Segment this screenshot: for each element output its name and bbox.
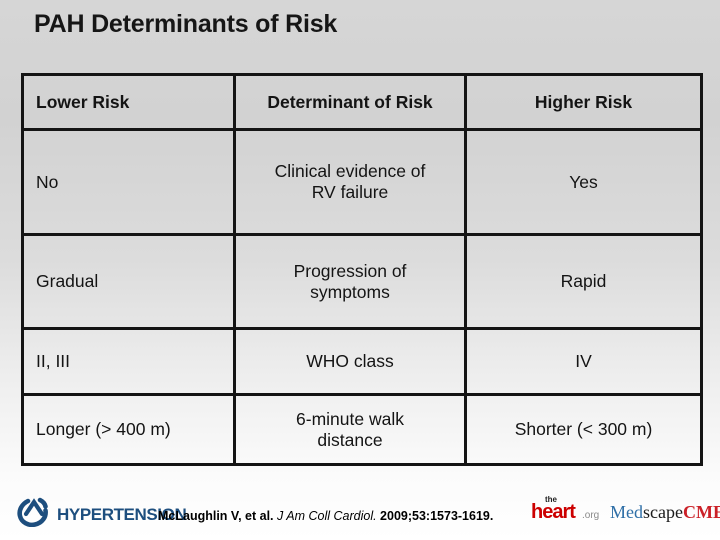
risk-table: Lower Risk Determinant of Risk Higher Ri… xyxy=(21,73,703,466)
cell-determinant-who: WHO class xyxy=(233,327,467,396)
table-row: Longer (> 400 m) 6-minute walk distance … xyxy=(21,393,703,466)
theheart-logo-the: the xyxy=(545,495,557,504)
cell-lower-who: II, III xyxy=(21,327,236,396)
cell-lower-walk: Longer (> 400 m) xyxy=(21,393,236,466)
cell-determinant-rv: Clinical evidence of RV failure xyxy=(233,128,467,236)
citation-authors: McLaughlin V, et al. xyxy=(158,509,278,523)
medscape-logo-scape: scape xyxy=(643,502,683,522)
hypertension-swoosh-icon xyxy=(16,497,52,532)
col-header-lower-risk: Lower Risk xyxy=(21,73,236,131)
theheart-org-logo: the heart .org xyxy=(531,495,605,529)
medscape-logo-med: Med xyxy=(610,502,643,522)
table-row: II, III WHO class IV xyxy=(21,327,703,396)
cell-lower-progression: Gradual xyxy=(21,233,236,330)
theheart-logo-heart: heart xyxy=(531,501,576,523)
cell-higher-walk: Shorter (< 300 m) xyxy=(464,393,703,466)
cell-higher-who: IV xyxy=(464,327,703,396)
cell-higher-progression: Rapid xyxy=(464,233,703,330)
cell-higher-rv: Yes xyxy=(464,128,703,236)
medscape-logo-cme: CME xyxy=(682,502,720,522)
citation: McLaughlin V, et al. J Am Coll Cardiol. … xyxy=(158,509,493,523)
table-row: Gradual Progression of symptoms Rapid xyxy=(21,233,703,330)
cell-determinant-progression: Progression of symptoms xyxy=(233,233,467,330)
table-row: No Clinical evidence of RV failure Yes xyxy=(21,128,703,236)
hypertension-logo: HYPERTENSION xyxy=(16,497,187,532)
table-header-row: Lower Risk Determinant of Risk Higher Ri… xyxy=(21,73,703,131)
cell-determinant-walk: 6-minute walk distance xyxy=(233,393,467,466)
hypertension-wordmark: HYPERTENSION xyxy=(57,504,187,524)
citation-reference: 2009;53:1573-1619. xyxy=(376,509,494,523)
page-title: PAH Determinants of Risk xyxy=(34,10,338,38)
cell-lower-rv: No xyxy=(21,128,236,236)
col-header-higher-risk: Higher Risk xyxy=(464,73,703,131)
medscape-cme-logo: MedscapeCME xyxy=(610,502,720,523)
theheart-logo-org: .org xyxy=(582,510,600,521)
col-header-determinant: Determinant of Risk xyxy=(233,73,467,131)
citation-journal: J Am Coll Cardiol. xyxy=(277,509,377,523)
